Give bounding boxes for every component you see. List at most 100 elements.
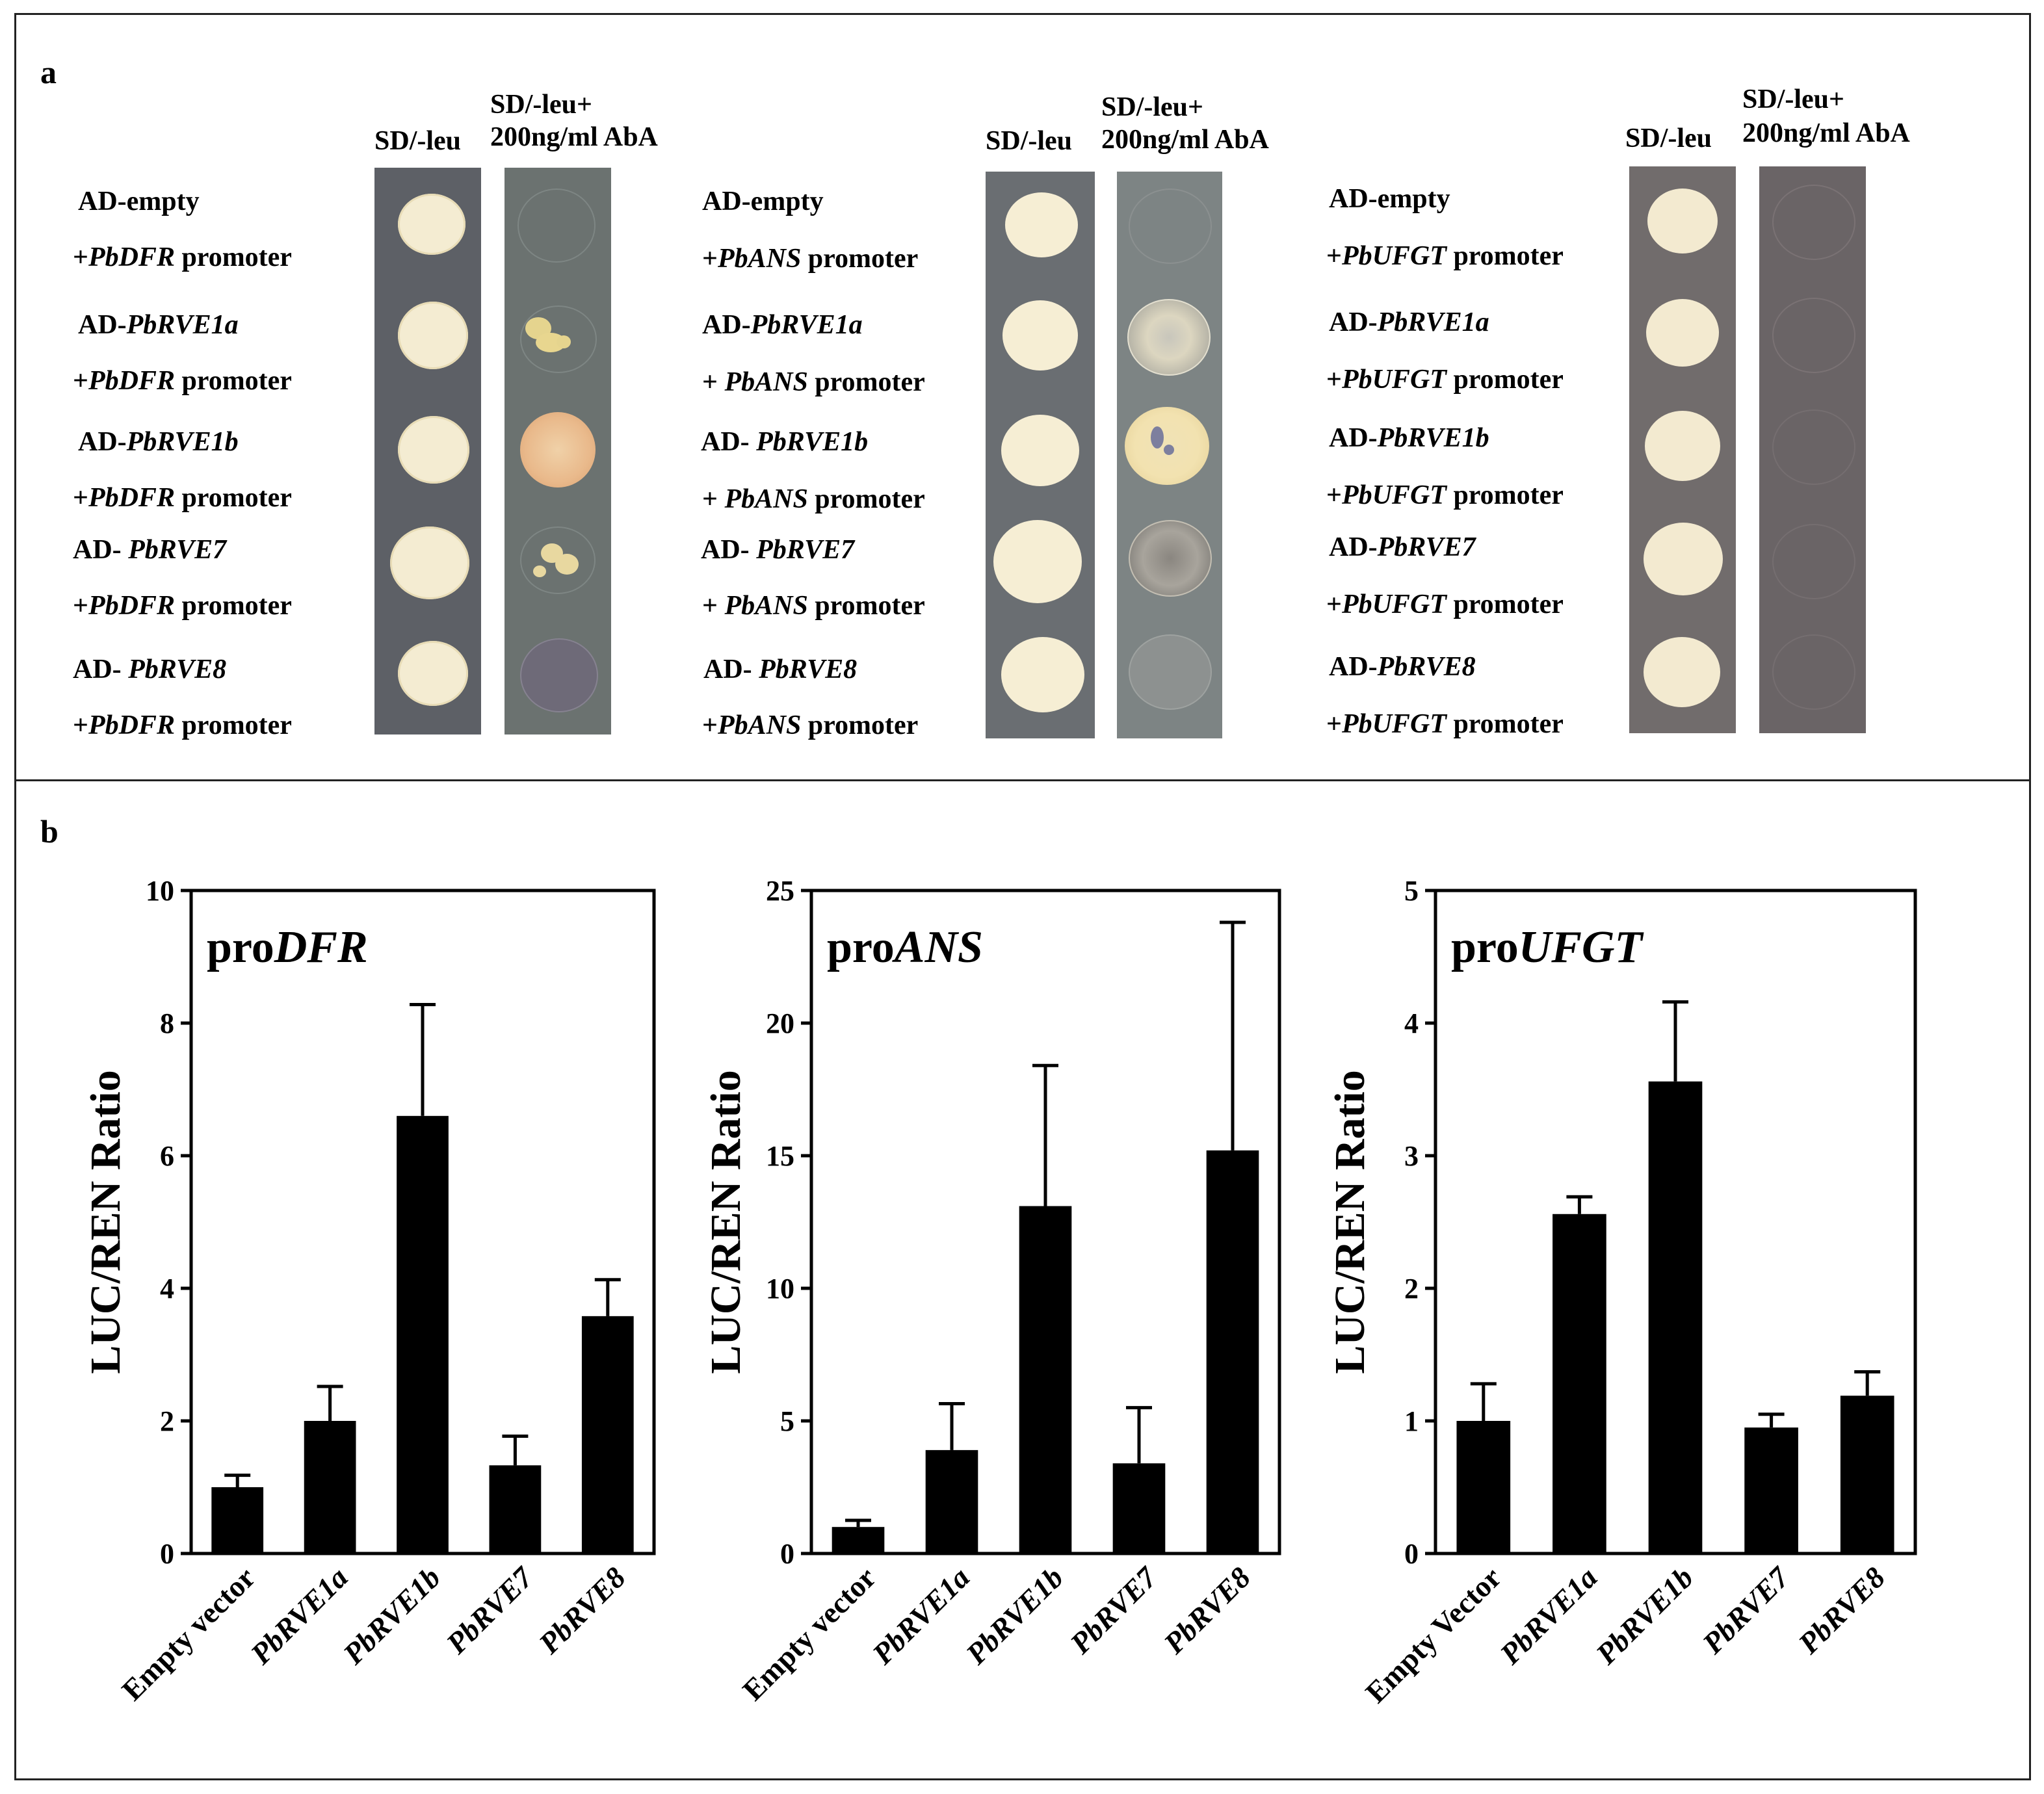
yeast-colony bbox=[1001, 637, 1084, 712]
y-tick-label: 10 bbox=[766, 1273, 794, 1305]
bar bbox=[489, 1465, 542, 1554]
row-label-construct: AD-PbRVE1b bbox=[1329, 423, 1489, 453]
row-label-promoter: +PbUFGT promoter bbox=[1326, 590, 1564, 619]
yeast-colony bbox=[557, 335, 571, 348]
yeast-colony bbox=[1645, 411, 1720, 481]
y-tick-label: 8 bbox=[160, 1008, 174, 1039]
col-header-aba-line1: SD/-leu+ bbox=[490, 90, 592, 120]
y-tick-label: 3 bbox=[1404, 1140, 1419, 1172]
yeast-colony bbox=[1129, 520, 1212, 597]
aba-spot bbox=[1772, 185, 1855, 260]
x-tick-label: PbRVE7 bbox=[1063, 1560, 1164, 1661]
y-tick-label: 20 bbox=[766, 1008, 794, 1039]
col-header-sd: SD/-leu bbox=[986, 126, 1073, 156]
x-tick-label: PbRVE1b bbox=[959, 1561, 1069, 1671]
row-label-construct: AD-PbRVE1b bbox=[78, 427, 239, 457]
row-label-construct: AD-empty bbox=[78, 187, 200, 216]
bar bbox=[832, 1527, 885, 1554]
y-tick-label: 5 bbox=[780, 1405, 794, 1437]
bar bbox=[1206, 1150, 1259, 1554]
row-label-construct: AD- PbRVE7 bbox=[701, 535, 855, 565]
x-tick-label: PbRVE7 bbox=[439, 1560, 540, 1661]
aba-spot bbox=[1772, 410, 1855, 485]
bar bbox=[1840, 1396, 1894, 1554]
aba-spot bbox=[1772, 298, 1855, 373]
row-label-construct: AD- PbRVE8 bbox=[73, 655, 227, 684]
yeast-colony bbox=[398, 641, 468, 706]
x-tick-label: PbRVE1a bbox=[865, 1561, 976, 1671]
yeast-colony bbox=[398, 302, 468, 369]
x-tick-label: Empty vector bbox=[115, 1561, 261, 1707]
yeast-colony bbox=[1125, 407, 1209, 485]
row-label-construct: AD- PbRVE7 bbox=[73, 535, 227, 565]
yeast-colony bbox=[1005, 192, 1078, 257]
row-label-construct: AD-PbRVE1a bbox=[78, 310, 239, 340]
row-label-promoter: + PbANS promoter bbox=[702, 367, 925, 397]
yeast-colony bbox=[533, 566, 546, 577]
aba-spot bbox=[518, 188, 596, 263]
col-header-sd: SD/-leu bbox=[374, 126, 462, 156]
yeast-colony bbox=[1646, 299, 1719, 367]
bar bbox=[925, 1450, 978, 1554]
chart-title: proUFGT bbox=[1451, 922, 1645, 972]
y-tick-label: 15 bbox=[766, 1140, 794, 1172]
col-header-aba-line2: 200ng/ml AbA bbox=[490, 122, 658, 152]
row-label-promoter: +PbUFGT promoter bbox=[1326, 709, 1564, 739]
aba-spot bbox=[520, 526, 596, 594]
aba-spot bbox=[1772, 524, 1855, 599]
y-axis-label: LUC/REN Ratio bbox=[1326, 1070, 1374, 1374]
x-tick-label: PbRVE8 bbox=[1792, 1561, 1892, 1661]
col-header-aba-line1: SD/-leu+ bbox=[1742, 84, 1844, 114]
yeast-colony bbox=[390, 526, 469, 599]
y-tick-label: 0 bbox=[160, 1538, 174, 1570]
bar bbox=[1019, 1206, 1072, 1554]
x-tick-label: PbRVE8 bbox=[1157, 1561, 1257, 1661]
chart-title: proDFR bbox=[207, 922, 368, 972]
yeast-colony bbox=[555, 554, 579, 575]
x-tick-label: PbRVE1b bbox=[336, 1561, 447, 1671]
row-label-construct: AD-empty bbox=[1329, 184, 1450, 214]
panel-b-frame bbox=[14, 779, 2031, 1780]
y-tick-label: 1 bbox=[1404, 1405, 1419, 1437]
yeast-colony bbox=[1127, 299, 1211, 376]
y-axis-label: LUC/REN Ratio bbox=[702, 1070, 750, 1374]
yeast-colony bbox=[1644, 523, 1723, 595]
y-axis-label: LUC/REN Ratio bbox=[82, 1070, 129, 1374]
row-label-construct: AD-PbRVE8 bbox=[1329, 652, 1476, 682]
x-tick-label: PbRVE1a bbox=[1493, 1561, 1604, 1671]
bar bbox=[1456, 1421, 1511, 1554]
row-label-promoter: +PbANS promoter bbox=[702, 244, 919, 274]
x-tick-label: Empty Vector bbox=[1359, 1561, 1507, 1709]
yeast-colony bbox=[1164, 445, 1174, 455]
yeast-colony bbox=[520, 412, 596, 488]
row-label-construct: AD- PbRVE8 bbox=[703, 655, 858, 684]
aba-spot bbox=[1772, 634, 1855, 710]
y-tick-label: 25 bbox=[766, 875, 794, 907]
row-label-promoter: +PbDFR promoter bbox=[73, 483, 292, 513]
row-label-promoter: + PbANS promoter bbox=[702, 591, 925, 621]
y-tick-label: 5 bbox=[1404, 875, 1419, 907]
bar bbox=[304, 1421, 356, 1554]
bar bbox=[1553, 1214, 1606, 1554]
chart-title: proANS bbox=[827, 922, 983, 972]
x-tick-label: PbRVE7 bbox=[1696, 1560, 1796, 1661]
aba-spot bbox=[1129, 188, 1212, 264]
row-label-construct: AD-PbRVE1a bbox=[1329, 307, 1489, 337]
yeast-colony bbox=[993, 520, 1082, 603]
row-label-construct: AD-empty bbox=[702, 187, 824, 216]
x-tick-label: PbRVE8 bbox=[532, 1561, 632, 1661]
row-label-promoter: +PbUFGT promoter bbox=[1326, 480, 1564, 510]
row-label-promoter: +PbDFR promoter bbox=[73, 242, 292, 272]
row-label-promoter: +PbDFR promoter bbox=[73, 710, 292, 740]
col-header-aba-line2: 200ng/ml AbA bbox=[1742, 118, 1910, 148]
row-label-promoter: +PbDFR promoter bbox=[73, 591, 292, 621]
row-label-promoter: +PbUFGT promoter bbox=[1326, 241, 1564, 271]
y-tick-label: 6 bbox=[160, 1140, 174, 1172]
y-tick-label: 0 bbox=[1404, 1538, 1419, 1570]
yeast-colony bbox=[1644, 637, 1720, 707]
y-tick-label: 4 bbox=[160, 1273, 174, 1305]
y-tick-label: 2 bbox=[160, 1405, 174, 1437]
row-label-construct: AD- PbRVE1b bbox=[701, 427, 869, 457]
col-header-sd: SD/-leu bbox=[1625, 124, 1712, 153]
bar bbox=[1112, 1463, 1166, 1554]
